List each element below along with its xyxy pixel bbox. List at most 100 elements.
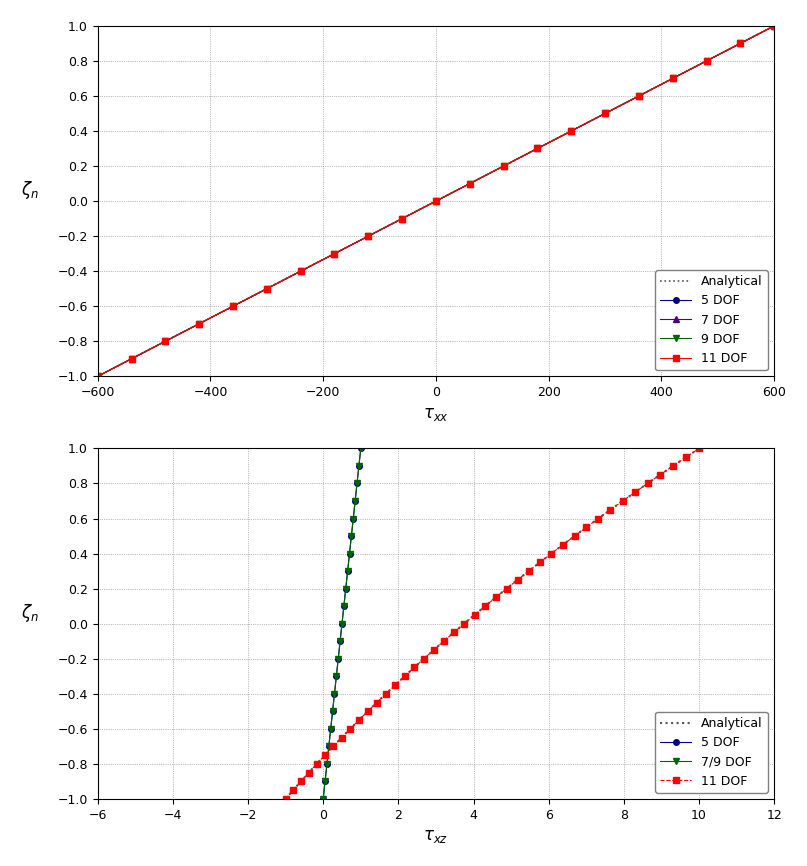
- 11 DOF: [533, 143, 542, 153]
- 9 DOF: [634, 91, 644, 101]
- 7/9 DOF: [318, 794, 328, 805]
- X-axis label: $\tau_{xz}$: $\tau_{xz}$: [424, 827, 449, 845]
- Line: 5 DOF: 5 DOF: [95, 23, 777, 379]
- 7/9 DOF: [335, 636, 345, 646]
- 7/9 DOF: [346, 531, 356, 541]
- 7 DOF: [769, 21, 779, 31]
- 11 DOF: [312, 759, 322, 769]
- 11 DOF: [702, 55, 712, 66]
- 11 DOF: [439, 636, 449, 646]
- 11 DOF: [161, 336, 170, 346]
- 9 DOF: [533, 143, 542, 153]
- Analytical: [341, 728, 350, 739]
- 7/9 DOF: [356, 443, 366, 454]
- 7 DOF: [567, 126, 576, 136]
- 11 DOF: [391, 680, 400, 690]
- Analytical: [369, 701, 378, 711]
- 5 DOF: [600, 108, 610, 119]
- Analytical: [668, 461, 678, 471]
- 5 DOF: [329, 249, 339, 259]
- 7 DOF: [127, 353, 136, 364]
- 11 DOF: [668, 74, 678, 84]
- 5 DOF: [93, 372, 102, 382]
- 11 DOF: [345, 724, 355, 734]
- 7 DOF: [702, 55, 712, 66]
- 7 DOF: [634, 91, 644, 101]
- 9 DOF: [702, 55, 712, 66]
- 5 DOF: [465, 178, 475, 189]
- 7/9 DOF: [349, 514, 358, 524]
- 5 DOF: [320, 776, 330, 786]
- 11 DOF: [419, 654, 429, 664]
- 11 DOF: [288, 785, 298, 795]
- 7/9 DOF: [337, 618, 347, 629]
- 5 DOF: [343, 565, 353, 576]
- 11 DOF: [642, 478, 652, 488]
- 11 DOF: [600, 108, 610, 119]
- Y-axis label: $\zeta_n$: $\zeta_n$: [21, 602, 39, 624]
- 5 DOF: [668, 74, 678, 84]
- 5 DOF: [127, 353, 136, 364]
- Line: 11 DOF: 11 DOF: [95, 23, 777, 379]
- 9 DOF: [769, 21, 779, 31]
- 7/9 DOF: [333, 654, 343, 664]
- 7 DOF: [194, 319, 204, 329]
- 11 DOF: [570, 531, 579, 541]
- 7 DOF: [262, 283, 272, 294]
- 11 DOF: [470, 610, 479, 620]
- 5 DOF: [339, 601, 349, 611]
- 9 DOF: [600, 108, 610, 119]
- 5 DOF: [161, 336, 170, 346]
- Legend: Analytical, 5 DOF, 7/9 DOF, 11 DOF: Analytical, 5 DOF, 7/9 DOF, 11 DOF: [655, 712, 768, 792]
- 5 DOF: [329, 688, 339, 699]
- 11 DOF: [281, 794, 291, 805]
- 11 DOF: [409, 662, 419, 673]
- 11 DOF: [512, 575, 522, 585]
- 9 DOF: [262, 283, 272, 294]
- 9 DOF: [329, 249, 339, 259]
- 7/9 DOF: [328, 706, 337, 716]
- 11 DOF: [465, 178, 475, 189]
- 9 DOF: [161, 336, 170, 346]
- 11 DOF: [582, 522, 592, 533]
- 11 DOF: [354, 714, 364, 725]
- 5 DOF: [318, 794, 328, 805]
- 7/9 DOF: [326, 724, 336, 734]
- 11 DOF: [735, 38, 745, 48]
- 7 DOF: [296, 266, 306, 276]
- 11 DOF: [634, 91, 644, 101]
- 5 DOF: [356, 443, 366, 454]
- 7/9 DOF: [324, 741, 333, 752]
- 5 DOF: [769, 21, 779, 31]
- 9 DOF: [363, 231, 373, 242]
- 5 DOF: [328, 706, 337, 716]
- 7 DOF: [161, 336, 170, 346]
- 9 DOF: [228, 301, 238, 312]
- 5 DOF: [702, 55, 712, 66]
- 5 DOF: [335, 636, 345, 646]
- 7 DOF: [668, 74, 678, 84]
- Line: 9 DOF: 9 DOF: [95, 23, 777, 379]
- 11 DOF: [399, 671, 409, 682]
- 11 DOF: [502, 584, 512, 594]
- 7 DOF: [533, 143, 542, 153]
- 5 DOF: [350, 496, 360, 507]
- 9 DOF: [499, 161, 508, 171]
- 5 DOF: [296, 266, 306, 276]
- Analytical: [735, 38, 745, 48]
- 7/9 DOF: [322, 759, 332, 769]
- Analytical: [219, 306, 228, 316]
- 11 DOF: [449, 627, 458, 637]
- 11 DOF: [228, 301, 238, 312]
- 9 DOF: [567, 126, 576, 136]
- 7 DOF: [397, 213, 407, 223]
- 7 DOF: [93, 372, 102, 382]
- 11 DOF: [363, 706, 373, 716]
- X-axis label: $\tau_{xx}$: $\tau_{xx}$: [423, 404, 449, 423]
- 5 DOF: [228, 301, 238, 312]
- Line: 7/9 DOF: 7/9 DOF: [320, 446, 364, 802]
- 11 DOF: [499, 161, 508, 171]
- Analytical: [299, 772, 309, 783]
- 5 DOF: [326, 724, 336, 734]
- 11 DOF: [630, 487, 640, 497]
